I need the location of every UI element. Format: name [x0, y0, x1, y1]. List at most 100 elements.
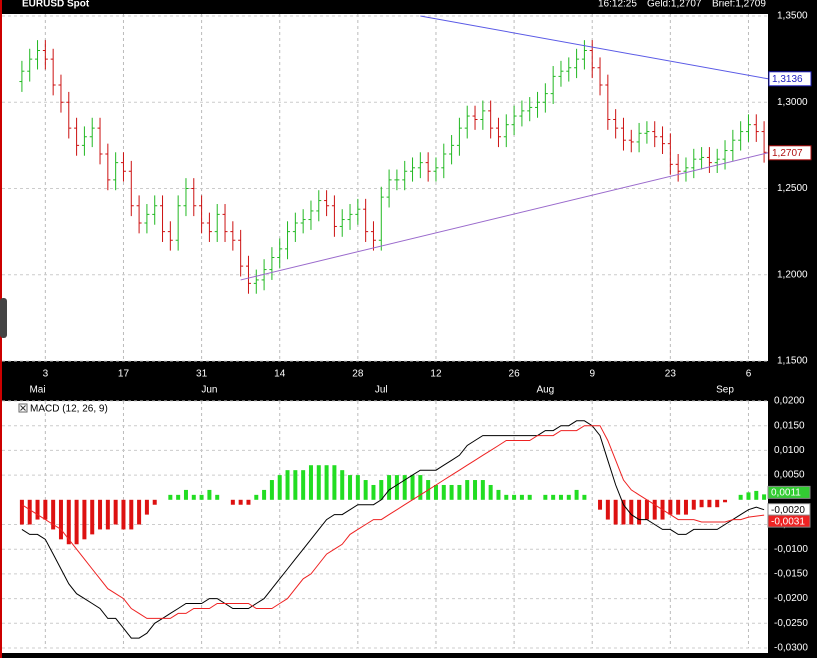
last-value-label: 0,0011	[771, 488, 801, 499]
histogram-bar	[98, 499, 103, 530]
x-tick-label: 6	[746, 369, 752, 380]
x-month-label: Jul	[375, 385, 388, 396]
x-month-label: Jun	[201, 385, 217, 396]
histogram-bar	[129, 499, 134, 530]
x-tick-label: 9	[589, 369, 595, 380]
histogram-bar	[387, 475, 392, 500]
trendline	[240, 152, 769, 281]
histogram-bar	[168, 494, 173, 500]
ask: Brief:1,2709	[712, 0, 766, 10]
histogram-bar	[82, 499, 87, 540]
trendline-label: 1,2707	[772, 148, 803, 159]
histogram-bar	[746, 492, 751, 500]
chart-title: EURUSD Spot	[22, 0, 90, 10]
histogram-bar	[652, 499, 657, 520]
histogram-bar	[574, 489, 579, 500]
y-tick-label: 0,0100	[774, 445, 805, 456]
histogram-bar	[152, 499, 157, 505]
time: 16:12:25	[598, 0, 637, 10]
histogram-bar	[480, 480, 485, 500]
last-value-label: -0,0020	[771, 505, 805, 516]
histogram-bar	[230, 499, 235, 505]
histogram-bar	[363, 480, 368, 500]
histogram-bar	[27, 499, 32, 525]
histogram-bar	[715, 499, 720, 508]
histogram-bar	[355, 475, 360, 500]
histogram-bar	[613, 499, 618, 525]
histogram-bar	[723, 499, 728, 503]
histogram-bar	[121, 499, 126, 530]
histogram-bar	[74, 499, 79, 545]
histogram-bar	[269, 480, 274, 500]
histogram-bar	[668, 499, 673, 515]
y-tick-label: -0,0300	[774, 643, 808, 654]
histogram-bar	[496, 489, 501, 500]
histogram-bar	[183, 489, 188, 500]
histogram-bar	[762, 494, 767, 500]
histogram-bar	[754, 490, 759, 500]
macd-line	[21, 425, 765, 619]
histogram-bar	[285, 470, 290, 500]
price-panel	[2, 14, 768, 361]
histogram-bar	[113, 499, 118, 525]
histogram-bar	[35, 499, 40, 520]
histogram-bar	[551, 494, 556, 500]
histogram-bar	[262, 489, 267, 500]
last-value-label: -0,0031	[771, 516, 805, 527]
histogram-bar	[191, 494, 196, 500]
histogram-bar	[51, 499, 56, 530]
trendline-label-box	[768, 71, 812, 87]
side-handle	[0, 298, 7, 338]
histogram-bar	[301, 470, 306, 500]
histogram-bar	[43, 499, 48, 520]
y-tick-label: 1,3000	[777, 97, 808, 108]
histogram-bar	[543, 494, 548, 500]
y-tick-label: -0,0150	[774, 569, 808, 580]
trendline-label: 1,3136	[772, 74, 803, 85]
histogram-bar	[691, 499, 696, 510]
histogram-bar	[332, 465, 337, 500]
y-tick-label: 1,3500	[777, 11, 808, 22]
histogram-bar	[707, 499, 712, 508]
histogram-bar	[254, 494, 259, 500]
histogram-bar	[699, 499, 704, 508]
histogram-bar	[137, 499, 142, 525]
histogram-bar	[246, 499, 251, 505]
histogram-bar	[293, 470, 298, 500]
x-tick-label: 31	[196, 369, 208, 380]
histogram-bar	[519, 494, 524, 500]
y-tick-label: 1,2000	[777, 269, 808, 280]
histogram-bar	[473, 480, 478, 500]
histogram-bar	[394, 475, 399, 500]
histogram-bar	[316, 465, 321, 500]
indicator-title: MACD (12, 26, 9)	[30, 404, 108, 415]
histogram-bar	[371, 484, 376, 500]
histogram-bar	[558, 494, 563, 500]
histogram-bar	[144, 499, 149, 515]
x-tick-label: 12	[430, 369, 442, 380]
histogram-bar	[488, 484, 493, 500]
macd-line	[21, 420, 765, 639]
histogram-bar	[605, 499, 610, 520]
x-tick-label: 26	[509, 369, 521, 380]
histogram-bar	[527, 494, 532, 500]
histogram-bar	[19, 499, 24, 525]
last-value-box	[767, 514, 811, 528]
histogram-bar	[418, 475, 423, 500]
last-value-box	[767, 485, 811, 499]
y-tick-label: -0,0200	[774, 593, 808, 604]
histogram-bar	[410, 475, 415, 500]
histogram-bar	[598, 499, 603, 510]
x-tick-label: 17	[118, 369, 130, 380]
histogram-bar	[629, 499, 634, 525]
histogram-bar	[238, 499, 243, 505]
trendline	[420, 15, 769, 80]
histogram-bar	[348, 475, 353, 500]
y-tick-label: 1,2500	[777, 183, 808, 194]
histogram-bar	[277, 475, 282, 500]
histogram-bar	[90, 499, 95, 535]
histogram-bar	[324, 465, 329, 500]
y-tick-label: 0,0200	[774, 396, 805, 407]
